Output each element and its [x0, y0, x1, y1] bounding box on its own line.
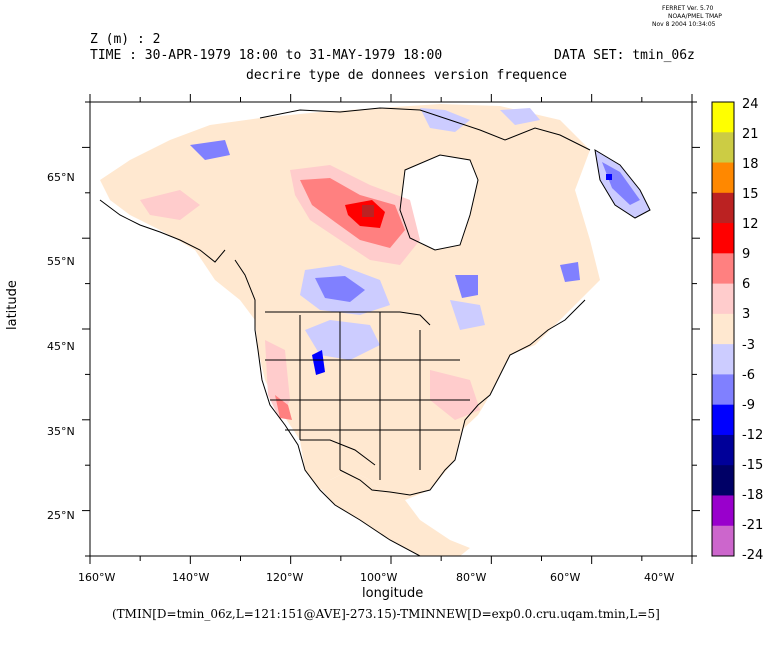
colorbar-label: 21 [742, 127, 759, 142]
xtick-label: 40°W [644, 571, 675, 584]
colorbar-swatch [712, 192, 734, 224]
land-fill-mexico-south [305, 470, 470, 556]
cold-anomaly-north-2 [190, 140, 230, 160]
ytick-label: 55°N [47, 255, 75, 268]
plot-expression: (TMIN[D=tmin_06z,L=121:151@AVE]-273.15)-… [112, 607, 660, 621]
ferret-org: NOAA/PMEL TMAP [668, 13, 722, 20]
cold-anomaly-ontario [455, 275, 478, 298]
colorbar-label: -12 [742, 428, 764, 443]
colorbar-swatch [712, 253, 734, 285]
colorbar-label: -18 [742, 488, 764, 503]
colorbar-swatch [712, 283, 734, 315]
us-canada-border [265, 311, 431, 326]
xtick-label: 140°W [172, 571, 210, 584]
colorbar-label: -3 [742, 338, 755, 353]
colorbar-label: -24 [742, 548, 764, 563]
colorbar [712, 102, 734, 557]
colorbar-swatch [712, 223, 734, 254]
colorbar-label: 24 [742, 97, 759, 112]
ytick-label: 35°N [47, 425, 75, 438]
coast-gulf [339, 439, 461, 496]
colorbar-label: -21 [742, 518, 764, 533]
cold-anomaly-north-3 [500, 108, 540, 125]
colorbar-label: 15 [742, 187, 759, 202]
colorbar-swatch [712, 404, 734, 436]
anomaly-field [100, 104, 650, 556]
ytick-label: 25°N [47, 509, 75, 522]
colorbar-swatch [712, 374, 734, 406]
colorbar-label: 6 [742, 277, 751, 292]
ferret-version: FERRET Ver. 5.70 [662, 5, 714, 12]
xtick-label: 120°W [266, 571, 304, 584]
warm-anomaly-core [362, 205, 374, 217]
coast-greenland [594, 149, 651, 219]
us-mexico-border [300, 439, 376, 466]
xtick-label: 60°W [550, 571, 581, 584]
coast-arctic [259, 107, 591, 151]
colorbar-swatch [712, 313, 734, 345]
xtick-label: 80°W [456, 571, 487, 584]
xtick-label: 100°W [360, 571, 398, 584]
cold-anomaly-rockies-core [312, 350, 325, 375]
z-label: Z (m) : 2 [90, 32, 161, 47]
time-label: TIME : 30-APR-1979 18:00 to 31-MAY-1979 … [90, 48, 443, 63]
cold-anomaly-prairies-core [315, 276, 365, 302]
colorbar-swatch [712, 344, 734, 375]
ytick-label: 65°N [47, 171, 75, 184]
warm-anomaly-east [430, 370, 480, 420]
colorbar-swatch [712, 465, 734, 496]
warm-anomaly-alaska [140, 190, 200, 220]
cold-anomaly-quebec [560, 262, 580, 282]
colorbar-frame [711, 101, 735, 557]
colorbar-label: 3 [742, 307, 751, 322]
colorbar-swatch [712, 162, 734, 194]
warm-anomaly-southwest [275, 395, 292, 420]
coast-hudson-bay [399, 154, 479, 251]
ferret-date: Nov 8 2004 10:34:05 [652, 21, 716, 28]
x-axis-label: longitude [362, 586, 424, 601]
coast-pacific [234, 259, 421, 556]
hudson-bay [400, 155, 478, 250]
ytick-label: 45°N [47, 340, 75, 353]
cold-anomaly-great-lakes [450, 300, 485, 330]
y-axis-label: latitude [5, 280, 20, 330]
colorbar-swatch [712, 525, 734, 557]
coastlines [99, 107, 651, 556]
cold-anomaly-greenland-dot [606, 174, 612, 180]
colorbar-swatch [712, 102, 734, 133]
colorbar-swatch [712, 132, 734, 164]
coast-atlantic [459, 299, 586, 441]
axis-ticks [82, 94, 700, 564]
colorbar-label: -9 [742, 398, 755, 413]
colorbar-label: -6 [742, 368, 755, 383]
colorbar-label: 18 [742, 157, 759, 172]
colorbar-label: 9 [742, 247, 751, 262]
dataset-label: DATA SET: tmin_06z [554, 48, 695, 63]
colorbar-label: -15 [742, 458, 764, 473]
cold-anomaly-rockies [305, 320, 380, 360]
colorbar-swatch [712, 434, 734, 466]
cold-anomaly-greenland-core [602, 162, 640, 205]
colorbar-swatch [712, 495, 734, 527]
plot-subtitle: decrire type de donnees version frequenc… [246, 68, 567, 83]
coast-alaska [99, 199, 226, 263]
colorbar-label: 12 [742, 217, 759, 232]
xtick-label: 160°W [78, 571, 116, 584]
